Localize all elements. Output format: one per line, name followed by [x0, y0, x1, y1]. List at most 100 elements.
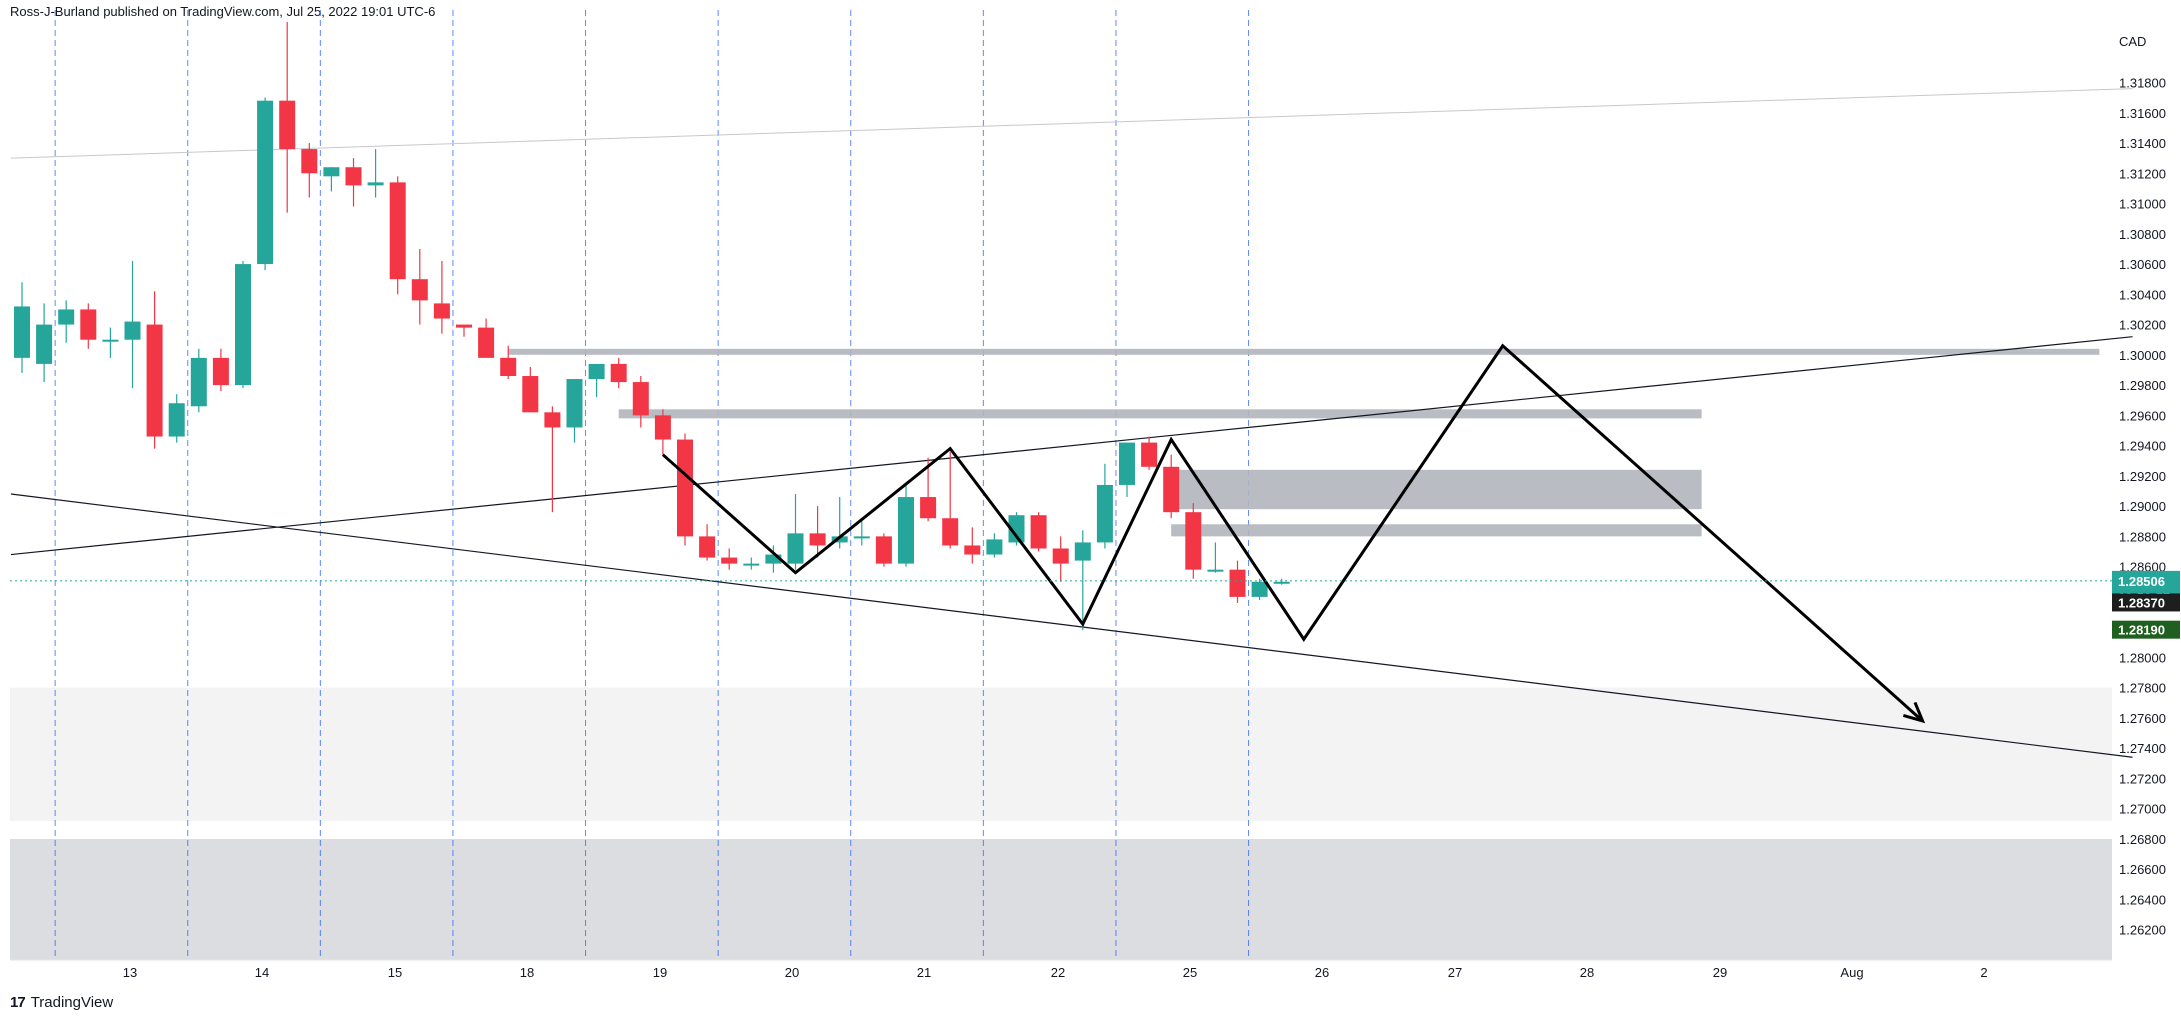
candle[interactable]: [1251, 578, 1268, 600]
candle[interactable]: [58, 300, 75, 343]
candle[interactable]: [411, 248, 428, 325]
candle[interactable]: [367, 149, 384, 198]
candle[interactable]: [566, 379, 583, 443]
candle[interactable]: [279, 22, 296, 213]
candle-body: [986, 539, 1003, 555]
candle[interactable]: [853, 521, 870, 546]
candle-body: [367, 182, 384, 186]
candle[interactable]: [1141, 436, 1158, 470]
price-tick-label: 1.30600: [2119, 257, 2166, 272]
candle[interactable]: [632, 376, 649, 428]
candle[interactable]: [787, 494, 804, 570]
candle-body: [920, 497, 937, 519]
high-price-tag: [2112, 593, 2180, 612]
candle[interactable]: [1052, 536, 1069, 582]
candle-body: [500, 357, 517, 377]
candle[interactable]: [1074, 530, 1091, 631]
candle[interactable]: [212, 348, 229, 392]
candle[interactable]: [257, 97, 274, 271]
candle[interactable]: [1229, 560, 1246, 603]
candle-body: [345, 167, 362, 186]
candle[interactable]: [478, 318, 495, 358]
price-tick-label: 1.29000: [2119, 499, 2166, 514]
candle[interactable]: [831, 497, 848, 549]
candle-body: [1119, 442, 1135, 485]
candle[interactable]: [1273, 578, 1290, 585]
candle[interactable]: [301, 143, 318, 198]
candle[interactable]: [345, 158, 362, 207]
candle[interactable]: [433, 261, 450, 334]
supply-zone-1[interactable]: [618, 409, 1702, 419]
time-tick-label: 14: [255, 965, 269, 980]
candle[interactable]: [1163, 454, 1180, 519]
candle[interactable]: [14, 282, 30, 373]
candle[interactable]: [190, 348, 207, 413]
candle-body: [522, 376, 539, 413]
candle[interactable]: [1119, 442, 1135, 498]
candle-body: [36, 324, 53, 364]
candle[interactable]: [389, 176, 406, 295]
candle[interactable]: [456, 324, 472, 337]
candle[interactable]: [522, 366, 539, 413]
candle[interactable]: [942, 451, 959, 549]
candle[interactable]: [588, 363, 605, 398]
candle[interactable]: [964, 527, 981, 564]
candle[interactable]: [699, 524, 716, 561]
high-price-value: 1.28370: [2118, 595, 2165, 610]
candle[interactable]: [36, 303, 53, 383]
candle-body: [654, 415, 671, 440]
price-tick-label: 1.29400: [2119, 439, 2166, 454]
candle-body: [102, 339, 119, 342]
projection-path[interactable]: [661, 343, 1924, 723]
candle-body: [190, 357, 207, 407]
candle[interactable]: [1008, 512, 1025, 546]
candle-body: [433, 303, 450, 319]
candle[interactable]: [1185, 503, 1202, 579]
candle[interactable]: [1096, 463, 1113, 549]
candle[interactable]: [80, 303, 97, 349]
candle[interactable]: [544, 406, 561, 513]
candle-body: [257, 100, 274, 265]
candle[interactable]: [809, 506, 826, 558]
trendline-0[interactable]: [10, 493, 2133, 758]
candle[interactable]: [500, 345, 517, 380]
candle-body: [853, 536, 870, 539]
trendline-2[interactable]: [10, 88, 2133, 159]
tradingview-brand: TradingView: [30, 994, 114, 1011]
candle[interactable]: [124, 261, 141, 389]
candle[interactable]: [677, 433, 693, 546]
candle[interactable]: [102, 327, 119, 358]
candle[interactable]: [898, 484, 914, 567]
price-tick-label: 1.29200: [2119, 469, 2166, 484]
candle-body: [721, 557, 738, 564]
candle-body: [1141, 442, 1158, 467]
candle[interactable]: [765, 545, 782, 573]
supply-zone-3[interactable]: [1171, 524, 1702, 537]
low-price-value: 1.28190: [2118, 623, 2165, 638]
candle[interactable]: [168, 394, 185, 443]
tradingview-logo[interactable]: 17 TradingView: [10, 994, 113, 1011]
candle[interactable]: [235, 261, 251, 389]
candle-body: [279, 100, 296, 150]
supply-zone-2[interactable]: [1171, 469, 1702, 510]
candle[interactable]: [743, 557, 760, 570]
candle[interactable]: [1030, 512, 1047, 552]
price-tick-label: 1.31400: [2119, 136, 2166, 151]
candle[interactable]: [610, 357, 627, 389]
candle[interactable]: [654, 409, 671, 455]
trendline-1[interactable]: [10, 336, 2133, 556]
candle[interactable]: [986, 533, 1003, 558]
candle[interactable]: [721, 548, 738, 570]
supply-zone-0[interactable]: [508, 348, 2100, 355]
candle[interactable]: [875, 533, 892, 567]
candle[interactable]: [920, 457, 937, 522]
candle[interactable]: [146, 291, 163, 449]
candle-body: [1163, 466, 1180, 513]
candle[interactable]: [323, 167, 340, 192]
candle[interactable]: [1207, 542, 1224, 573]
candle-body: [1229, 569, 1246, 597]
time-tick-label: 21: [917, 965, 931, 980]
price-tick-label: 1.31000: [2119, 197, 2166, 212]
candle-body: [809, 533, 826, 546]
